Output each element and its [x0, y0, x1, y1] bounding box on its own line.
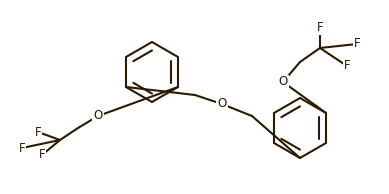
Text: F: F	[39, 148, 45, 161]
Text: O: O	[279, 75, 287, 88]
Text: O: O	[217, 98, 227, 111]
Text: F: F	[19, 141, 25, 154]
Text: F: F	[35, 126, 41, 139]
Text: F: F	[344, 60, 350, 73]
Text: F: F	[317, 22, 323, 35]
Text: O: O	[93, 109, 103, 122]
Text: F: F	[354, 37, 360, 50]
